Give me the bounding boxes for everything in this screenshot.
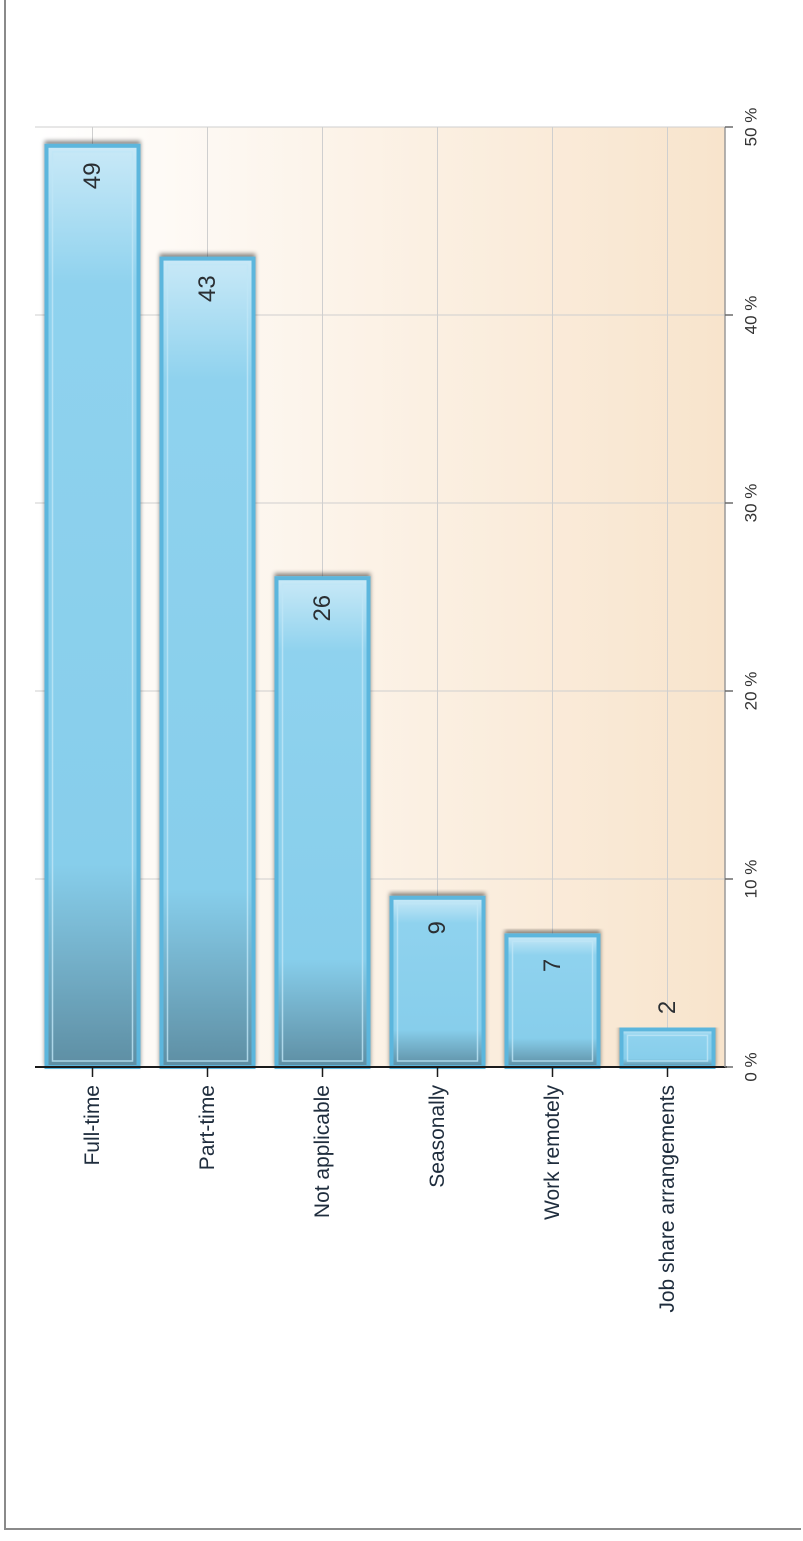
plot-area [35,126,725,1067]
bar-value-label: 43 [194,275,221,302]
category-label: Seasonally [426,1085,449,1188]
category-label: Not applicable [311,1085,334,1218]
bar [504,933,601,1070]
bar-group: 43 [159,256,256,1070]
category-label: Full-time [81,1085,104,1166]
value-tick-label: 10 % [742,860,761,899]
bar [44,143,141,1070]
bar-chart: 49 43 26 9 7 2 Full-time Part-time Not applicab… [35,108,761,1313]
bar-group: 26 [274,576,371,1069]
bars-group: 49 43 26 9 7 2 [44,143,716,1070]
bar-group: 7 [504,933,601,1070]
bar-highlight [396,903,479,1062]
category-label: Part-time [196,1085,219,1170]
bar-highlight [511,940,594,1062]
category-label: Work remotely [541,1085,564,1220]
value-tick-label: 0 % [742,1052,761,1081]
chart-frame: 49 43 26 9 7 2 Full-time Part-time Not applicab… [4,0,801,1530]
value-tick-label: 50 % [742,108,761,147]
bar [159,256,256,1070]
value-tick-label: 30 % [742,484,761,523]
bar-highlight [281,583,364,1062]
bar-group: 49 [44,143,141,1070]
bar-highlight [626,1034,709,1062]
value-tick-label: 20 % [742,672,761,711]
plot-background [35,127,725,1067]
bar-highlight [166,263,249,1062]
bar-value-label: 2 [654,1001,681,1014]
axes-group [35,126,733,1077]
bar-value-label: 49 [79,162,106,189]
category-label: Job share arrangements [656,1085,679,1313]
bar-value-label: 26 [309,595,336,622]
bar-value-label: 9 [424,921,451,934]
bar-value-label: 7 [539,959,566,972]
value-tick-label: 40 % [742,296,761,335]
bar [389,895,486,1069]
labels-group: Full-time Part-time Not applicable Seasonal… [81,108,761,1313]
bar-group: 2 [619,1001,716,1070]
bar [274,576,371,1069]
bar-group: 9 [389,895,486,1069]
bar-highlight [51,151,134,1062]
